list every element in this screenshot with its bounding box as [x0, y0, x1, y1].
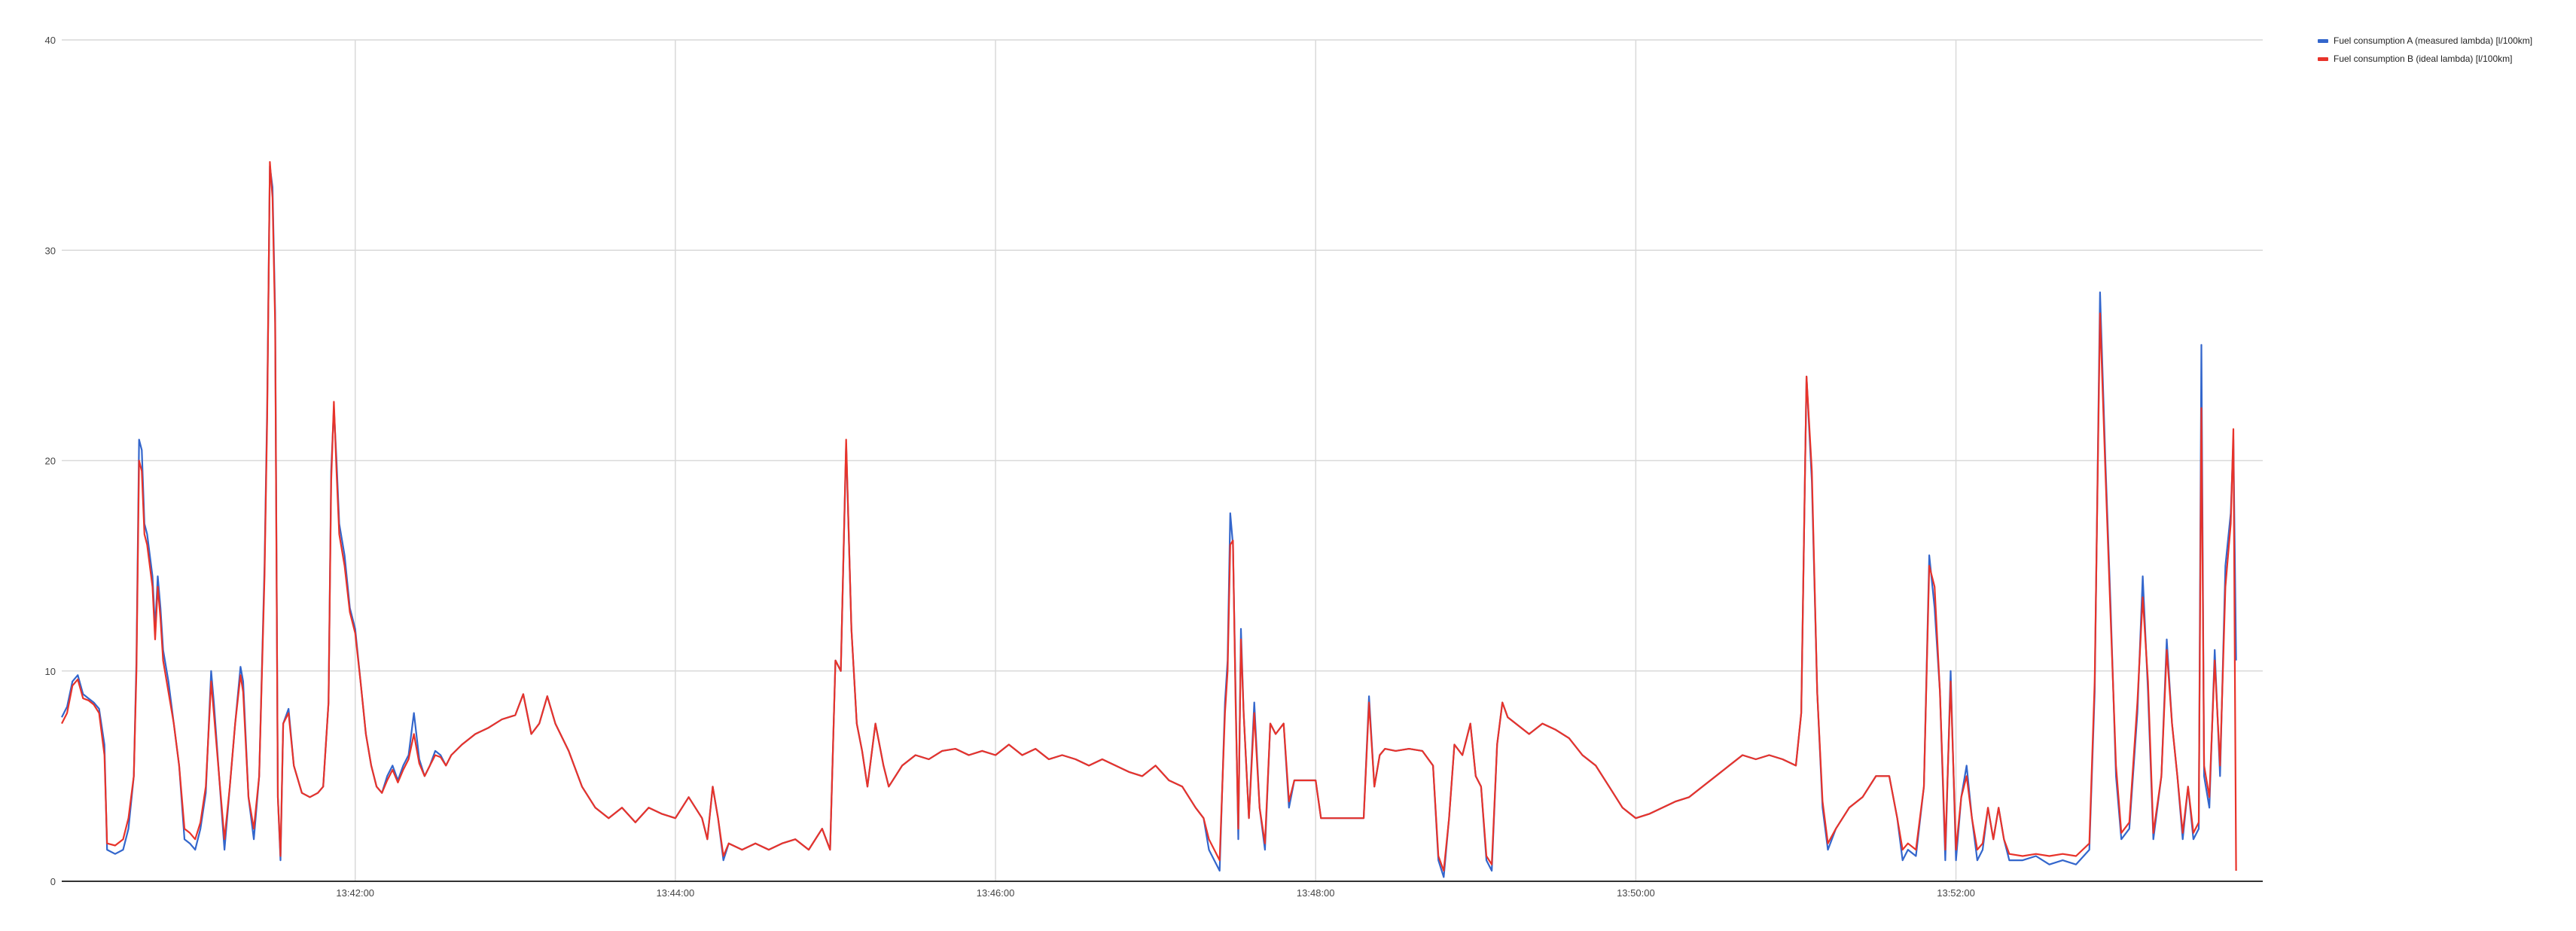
legend-item-series-a[interactable]: Fuel consumption A (measured lambda) [l/… [2318, 32, 2532, 50]
y-tick-label: 10 [45, 666, 56, 677]
chart-grid [62, 39, 2263, 881]
chart-axes: 0 10 20 30 40 13:42:00 13:44:00 13:46:00 13:48:0… [45, 35, 2263, 899]
legend-swatch-series-b [2318, 56, 2328, 61]
x-tick-label: 13:42:00 [336, 887, 374, 899]
series-line-b [61, 160, 2237, 872]
legend-swatch-series-a [2318, 38, 2328, 43]
x-tick-label: 13:50:00 [1617, 887, 1655, 899]
x-tick-label: 13:52:00 [1937, 887, 1975, 899]
y-tick-label: 40 [45, 35, 56, 46]
x-tick-label: 13:48:00 [1297, 887, 1335, 899]
chart-series-lines [61, 160, 2237, 878]
chart-legend: Fuel consumption A (measured lambda) [l/… [2318, 32, 2532, 68]
y-tick-label: 0 [50, 876, 56, 887]
legend-label-series-a: Fuel consumption A (measured lambda) [l/… [2334, 35, 2533, 46]
legend-label-series-b: Fuel consumption B (ideal lambda) [l/100… [2334, 53, 2513, 64]
y-tick-label: 20 [45, 456, 56, 467]
legend-item-series-b[interactable]: Fuel consumption B (ideal lambda) [l/100… [2318, 50, 2532, 68]
y-tick-label: 30 [45, 245, 56, 256]
x-tick-label: 13:44:00 [657, 887, 695, 899]
x-tick-label: 13:46:00 [977, 887, 1015, 899]
